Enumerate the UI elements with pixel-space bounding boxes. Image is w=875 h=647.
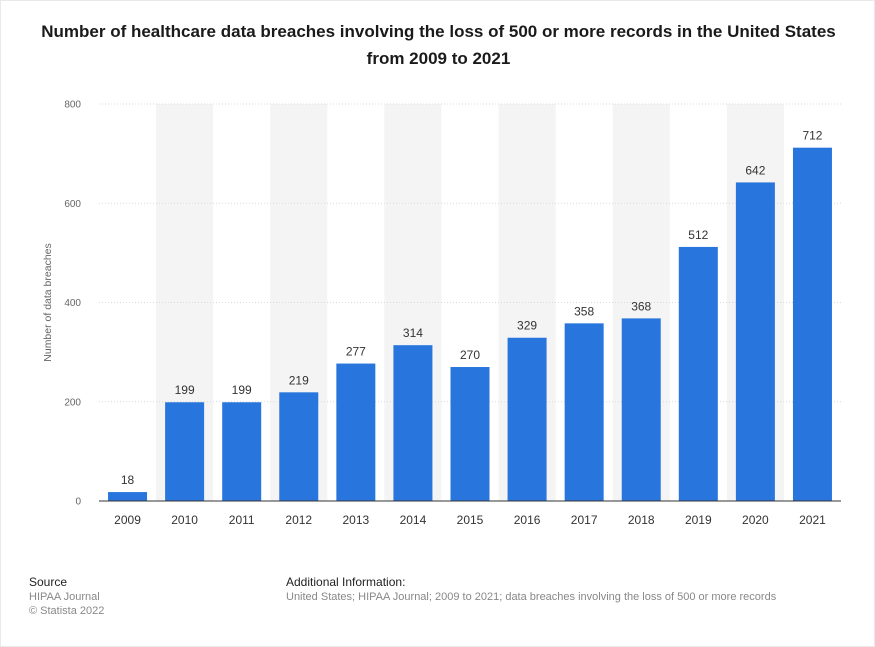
bar — [678, 246, 718, 501]
source-line: HIPAA Journal — [29, 591, 100, 603]
data-label: 712 — [802, 129, 822, 143]
data-label: 512 — [688, 228, 708, 242]
y-tick-label: 800 — [64, 100, 81, 111]
x-tick-label: 2020 — [742, 513, 769, 527]
source-line: © Statista 2022 — [29, 605, 105, 617]
bar — [507, 337, 547, 501]
bar — [792, 147, 832, 502]
additional-info-heading: Additional Information: — [286, 575, 406, 589]
bar-chart: 0 200 400 600 800 18 199 199 219 277 314 270 329 358… — [42, 100, 841, 527]
x-tick-label: 2018 — [628, 513, 655, 527]
y-tick-label: 200 — [64, 397, 81, 408]
data-label: 314 — [403, 326, 423, 340]
data-label: 270 — [460, 348, 480, 362]
bar — [165, 402, 205, 501]
additional-info-block: Additional Information: United States; H… — [286, 575, 776, 604]
x-tick-label: 2011 — [229, 513, 255, 527]
x-tick-label: 2014 — [400, 513, 427, 527]
y-tick-label: 400 — [64, 298, 81, 309]
y-axis-label: Number of data breaches — [42, 243, 54, 361]
data-label: 219 — [289, 373, 309, 387]
source-heading: Source — [29, 575, 68, 589]
data-label: 358 — [574, 304, 594, 318]
bar — [336, 363, 376, 501]
bar — [108, 492, 148, 501]
additional-info-text: United States; HIPAA Journal; 2009 to 20… — [286, 591, 777, 603]
bar — [222, 402, 262, 501]
data-label: 199 — [175, 383, 195, 397]
x-tick-label: 2012 — [285, 513, 312, 527]
chart-title: Number of healthcare data breaches invol… — [41, 22, 836, 68]
x-tick-label: 2016 — [514, 513, 541, 527]
source-block: Source HIPAA Journal © Statista 2022 — [29, 575, 104, 618]
data-label: 368 — [631, 299, 651, 313]
data-label: 277 — [346, 345, 366, 359]
x-tick-label: 2013 — [342, 513, 369, 527]
data-label: 18 — [121, 473, 135, 487]
bar — [393, 345, 433, 501]
bar — [564, 323, 604, 501]
bar — [279, 392, 319, 501]
x-tick-label: 2017 — [571, 513, 598, 527]
x-tick-label: 2009 — [114, 513, 141, 527]
data-label: 642 — [745, 163, 765, 177]
x-tick-label: 2010 — [171, 513, 198, 527]
data-label: 199 — [232, 383, 252, 397]
x-tick-label: 2019 — [685, 513, 712, 527]
y-tick-label: 600 — [64, 199, 81, 210]
data-label: 329 — [517, 319, 537, 333]
x-tick-label: 2021 — [799, 513, 826, 527]
y-tick-label: 0 — [75, 497, 81, 508]
bar — [735, 182, 775, 501]
bar — [621, 318, 661, 501]
bar — [450, 367, 490, 501]
x-tick-label: 2015 — [457, 513, 484, 527]
